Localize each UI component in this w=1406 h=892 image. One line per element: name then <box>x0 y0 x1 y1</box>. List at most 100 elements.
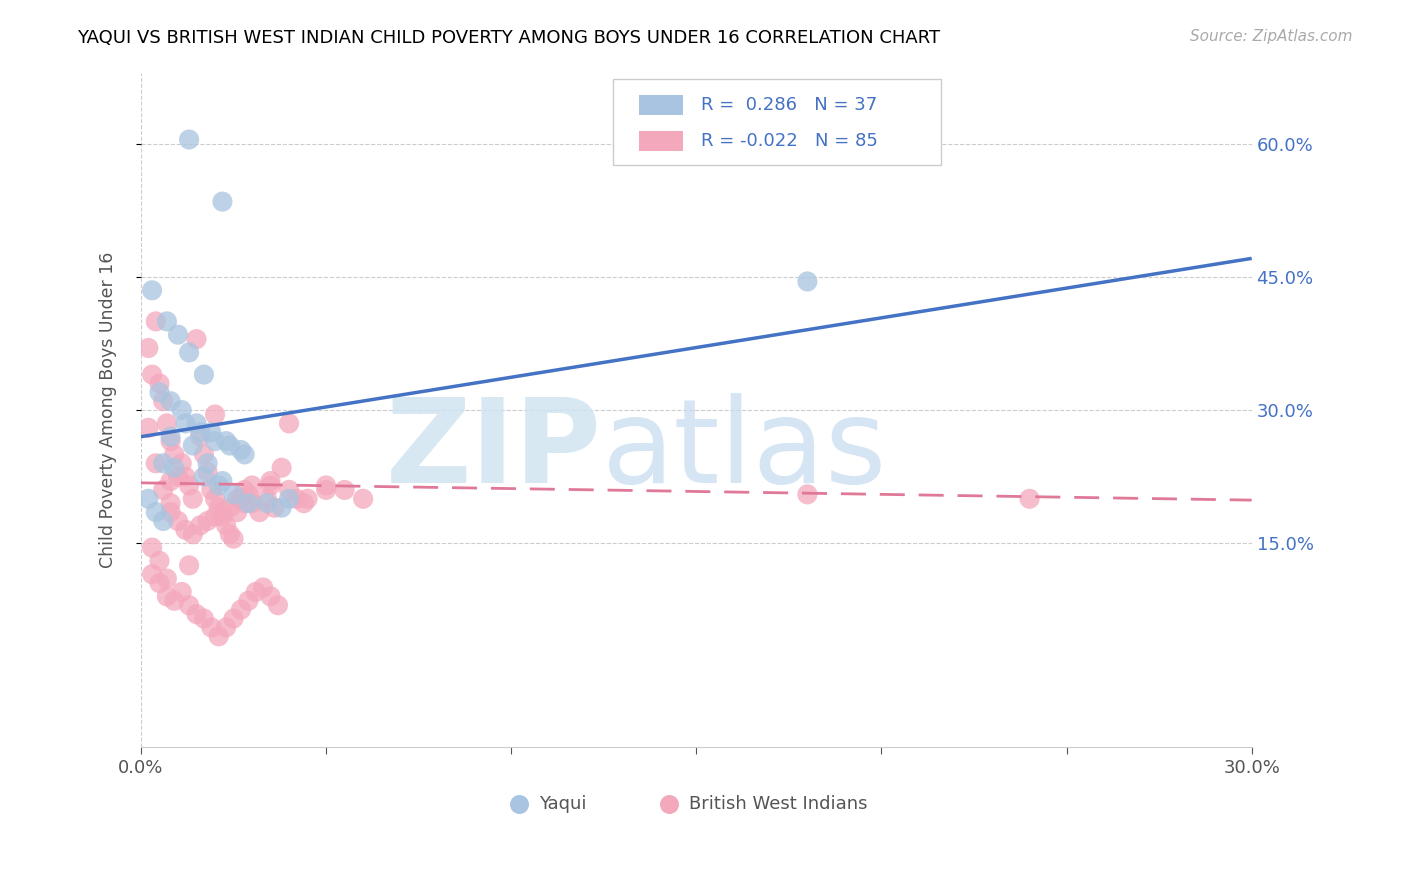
Point <box>204 509 226 524</box>
Point <box>170 585 193 599</box>
Point <box>249 505 271 519</box>
Point <box>256 491 278 506</box>
Point <box>229 602 252 616</box>
Point <box>188 430 211 444</box>
Point <box>245 585 267 599</box>
Point <box>193 469 215 483</box>
Point <box>167 514 190 528</box>
Point <box>159 430 181 444</box>
Point <box>200 483 222 497</box>
Point <box>159 505 181 519</box>
Point <box>218 439 240 453</box>
Point <box>148 385 170 400</box>
Point <box>181 491 204 506</box>
Point <box>141 368 163 382</box>
Point <box>240 478 263 492</box>
Point <box>159 394 181 409</box>
Point <box>233 447 256 461</box>
Text: Source: ZipAtlas.com: Source: ZipAtlas.com <box>1189 29 1353 44</box>
Point <box>226 491 249 506</box>
Point <box>278 417 301 431</box>
Point <box>145 314 167 328</box>
Text: Yaqui: Yaqui <box>538 796 586 814</box>
Point <box>163 447 186 461</box>
Point <box>152 456 174 470</box>
Point <box>174 417 197 431</box>
Point <box>152 394 174 409</box>
Point <box>193 368 215 382</box>
Point <box>156 314 179 328</box>
Point <box>215 620 238 634</box>
Point <box>145 505 167 519</box>
Point <box>292 496 315 510</box>
Point <box>138 491 160 506</box>
Point <box>174 523 197 537</box>
Point <box>278 483 301 497</box>
Point <box>259 590 281 604</box>
Point <box>315 483 337 497</box>
Point <box>238 487 260 501</box>
Point <box>315 478 337 492</box>
Point <box>159 474 181 488</box>
Y-axis label: Child Poverty Among Boys Under 16: Child Poverty Among Boys Under 16 <box>100 252 117 568</box>
Point <box>170 403 193 417</box>
Point <box>796 275 818 289</box>
Point <box>238 496 260 510</box>
Point <box>218 527 240 541</box>
Point <box>159 496 181 510</box>
Point <box>259 474 281 488</box>
Point <box>148 576 170 591</box>
Bar <box>638 131 683 151</box>
Point <box>229 442 252 457</box>
Point <box>211 194 233 209</box>
Point <box>200 620 222 634</box>
Point <box>177 558 200 573</box>
Point <box>186 417 208 431</box>
Point <box>197 514 219 528</box>
Point <box>167 327 190 342</box>
Point <box>233 496 256 510</box>
Point <box>177 478 200 492</box>
Point <box>218 500 240 515</box>
Point <box>252 581 274 595</box>
Point <box>215 434 238 449</box>
Point <box>152 483 174 497</box>
Point <box>1018 491 1040 506</box>
Point <box>267 599 290 613</box>
Point <box>193 447 215 461</box>
Point <box>208 629 231 643</box>
Point <box>297 491 319 506</box>
Point <box>156 590 179 604</box>
Point <box>159 434 181 449</box>
Point <box>141 567 163 582</box>
Point <box>222 532 245 546</box>
Point <box>148 376 170 391</box>
Text: British West Indians: British West Indians <box>689 796 868 814</box>
Point <box>167 469 190 483</box>
Point <box>208 478 231 492</box>
Point <box>186 332 208 346</box>
Point <box>222 487 245 501</box>
Point <box>238 594 260 608</box>
Text: YAQUI VS BRITISH WEST INDIAN CHILD POVERTY AMONG BOYS UNDER 16 CORRELATION CHART: YAQUI VS BRITISH WEST INDIAN CHILD POVER… <box>77 29 941 46</box>
Point <box>333 483 356 497</box>
Text: ZIP: ZIP <box>385 393 602 508</box>
Point <box>197 456 219 470</box>
Point <box>263 500 285 515</box>
Point <box>211 505 233 519</box>
Point <box>193 611 215 625</box>
Point <box>270 460 292 475</box>
Point <box>181 527 204 541</box>
Point <box>1389 745 1406 759</box>
Point <box>156 572 179 586</box>
Point <box>174 469 197 483</box>
Text: R = -0.022   N = 85: R = -0.022 N = 85 <box>700 132 877 150</box>
Point <box>211 474 233 488</box>
Point <box>208 500 231 515</box>
Point <box>259 478 281 492</box>
Point <box>211 509 233 524</box>
Point <box>177 132 200 146</box>
Point <box>204 434 226 449</box>
Point <box>181 439 204 453</box>
Point <box>233 483 256 497</box>
